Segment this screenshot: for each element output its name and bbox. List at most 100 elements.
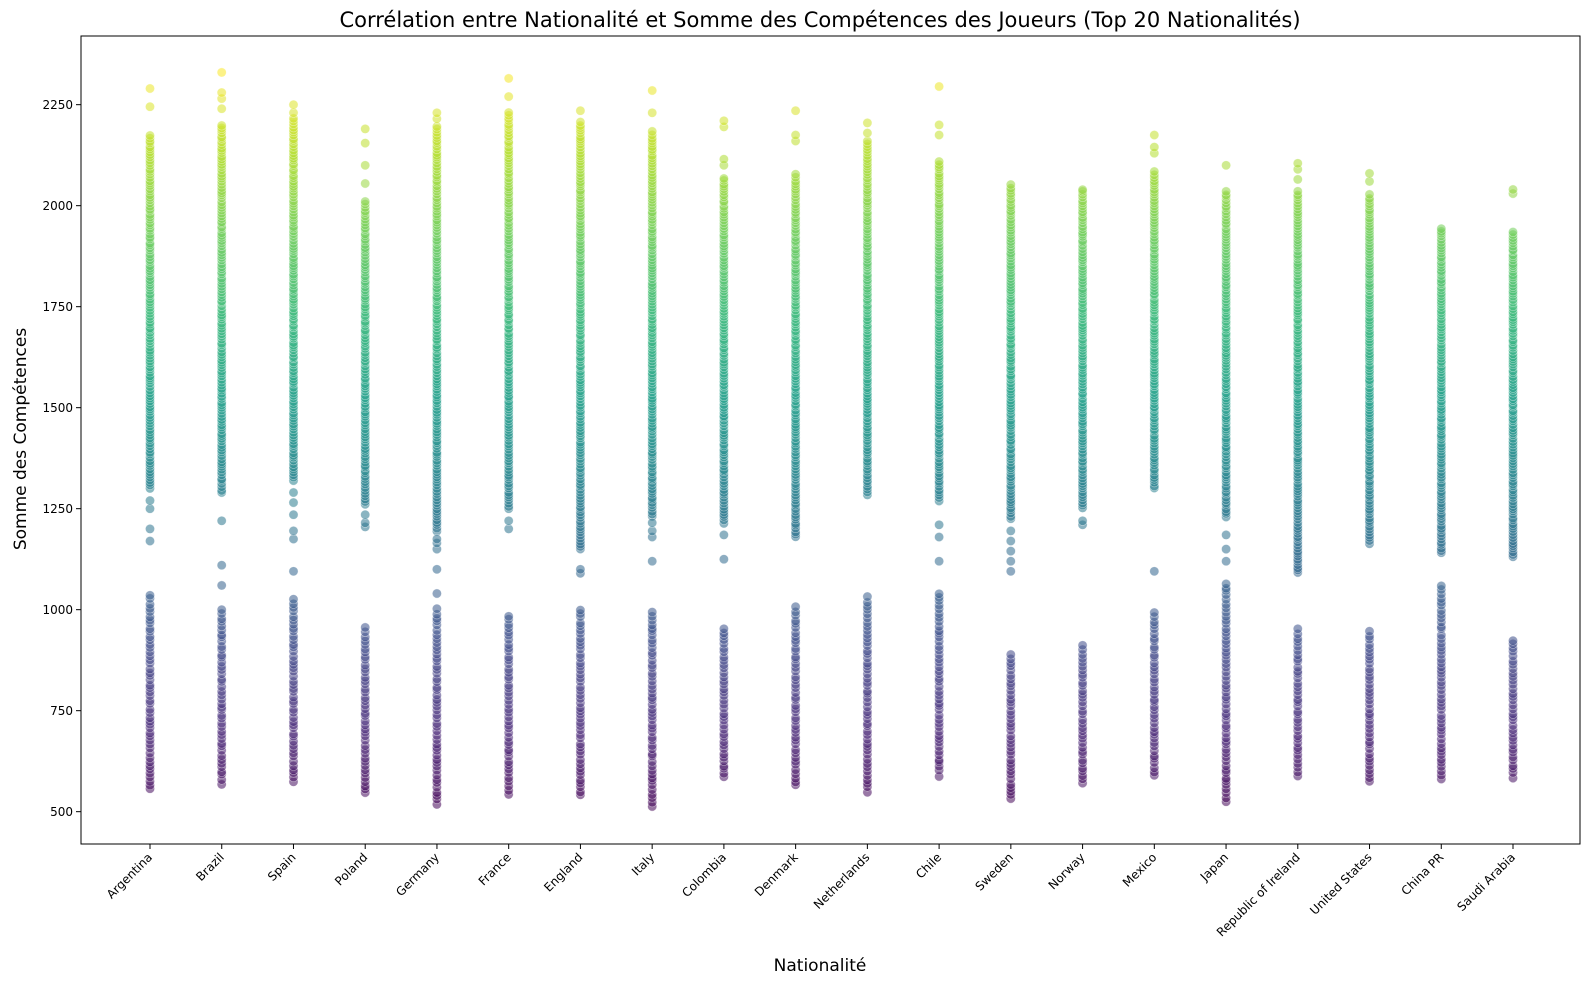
x-tick-label: England xyxy=(541,850,585,894)
data-point-outlier xyxy=(1292,158,1303,169)
data-point-low xyxy=(1292,623,1303,634)
data-point-high xyxy=(790,169,801,180)
data-point-outlier xyxy=(431,534,442,544)
data-point-low xyxy=(719,623,729,634)
plot-layer xyxy=(145,67,1518,812)
data-point-outlier xyxy=(360,138,371,148)
data-point-outlier xyxy=(503,515,514,526)
data-point-outlier xyxy=(216,103,227,114)
data-point-high xyxy=(1436,223,1447,234)
plot-frame xyxy=(80,35,1581,845)
y-tick-label: 2000 xyxy=(42,199,73,213)
data-point-high xyxy=(145,130,155,141)
data-point-outlier xyxy=(862,128,873,138)
x-tick-label: Sweden xyxy=(973,850,1016,893)
data-point-low xyxy=(862,591,873,602)
x-tick-label: Italy xyxy=(629,850,657,878)
x-tick-label: Argentina xyxy=(104,850,155,901)
data-point-outlier xyxy=(1508,184,1518,195)
y-axis-ticks: 500 750 1000 1250 1500 1750 2000 2250 xyxy=(42,98,81,819)
data-point-low xyxy=(216,604,227,615)
data-point-outlier xyxy=(431,564,442,575)
data-point-high xyxy=(1077,184,1088,195)
data-point-outlier xyxy=(1005,526,1016,536)
x-tick-label: France xyxy=(476,850,514,888)
data-point-outlier xyxy=(1292,174,1303,185)
data-point-outlier xyxy=(934,556,944,567)
y-tick-label: 500 xyxy=(50,805,73,819)
data-point-outlier xyxy=(934,130,944,140)
data-point-low xyxy=(1221,579,1231,589)
x-tick-label: Spain xyxy=(265,850,299,884)
chart-title: Corrélation entre Nationalité et Somme d… xyxy=(339,8,1300,32)
data-point-low xyxy=(145,590,155,601)
data-point-outlier xyxy=(288,566,299,577)
data-point-low xyxy=(288,594,299,605)
data-point-outlier xyxy=(790,130,801,140)
data-point-outlier xyxy=(431,588,442,599)
x-axis-label: Nationalité xyxy=(774,956,867,976)
data-point-low xyxy=(1508,635,1518,646)
data-point-low xyxy=(1005,649,1016,660)
data-point-outlier xyxy=(1364,168,1375,179)
data-point-high xyxy=(1364,189,1375,200)
data-point-outlier xyxy=(1149,130,1160,140)
data-point-outlier xyxy=(1221,160,1231,171)
data-point-outlier xyxy=(719,154,729,165)
data-point-outlier xyxy=(216,87,227,98)
data-point-outlier xyxy=(360,509,371,520)
data-point-high xyxy=(934,156,944,167)
data-point-high xyxy=(1292,186,1303,197)
data-point-outlier xyxy=(719,554,729,565)
data-point-outlier xyxy=(1149,566,1160,577)
data-point-low xyxy=(647,607,658,617)
data-point-outlier xyxy=(216,67,227,78)
x-tick-label: Japan xyxy=(1197,850,1231,884)
data-point-outlier xyxy=(719,530,729,540)
data-point-low xyxy=(934,588,944,599)
data-point-high xyxy=(719,173,729,184)
data-point-low xyxy=(431,603,442,614)
data-point-outlier xyxy=(647,85,658,96)
x-tick-label: Netherlands xyxy=(811,850,873,912)
data-point-outlier xyxy=(1149,142,1160,152)
data-point-outlier xyxy=(934,81,944,92)
data-point-high xyxy=(1149,166,1160,177)
data-point-outlier xyxy=(288,526,299,536)
data-point-outlier xyxy=(1005,546,1016,556)
data-point-outlier xyxy=(1077,515,1088,526)
x-axis-ticks: Argentina Brazil Spain Poland Germany France E… xyxy=(104,844,1518,939)
data-point-low xyxy=(575,605,586,615)
data-point-outlier xyxy=(1005,556,1016,567)
x-tick-label: Brazil xyxy=(193,850,227,884)
data-point-outlier xyxy=(145,495,155,506)
data-point-outlier xyxy=(647,556,658,567)
data-point-outlier xyxy=(216,580,227,591)
y-tick-label: 1000 xyxy=(42,603,73,617)
data-point-outlier xyxy=(934,532,944,542)
data-point-high xyxy=(216,120,227,131)
data-point-outlier xyxy=(1005,566,1016,577)
data-point-outlier xyxy=(288,509,299,520)
data-point-low xyxy=(1149,607,1160,618)
data-point-outlier xyxy=(145,524,155,534)
y-tick-label: 750 xyxy=(50,704,73,718)
x-tick-label: China PR xyxy=(1399,850,1447,898)
data-point-outlier xyxy=(862,118,873,128)
data-point-outlier xyxy=(360,160,371,171)
data-point-outlier xyxy=(431,107,442,118)
x-tick-label: Colombia xyxy=(679,850,729,900)
data-point-outlier xyxy=(647,107,658,118)
x-tick-label: Norway xyxy=(1046,850,1088,892)
data-point-outlier xyxy=(503,73,514,84)
data-point-outlier xyxy=(288,487,299,498)
data-point-outlier xyxy=(216,560,227,571)
data-point-outlier xyxy=(145,101,155,112)
data-point-low xyxy=(790,601,801,612)
data-point-high xyxy=(503,107,514,118)
y-axis-label: Somme des Compétences xyxy=(11,328,31,550)
data-point-outlier xyxy=(288,99,299,110)
data-point-low xyxy=(1077,640,1088,651)
x-tick-label: Germany xyxy=(393,850,442,899)
